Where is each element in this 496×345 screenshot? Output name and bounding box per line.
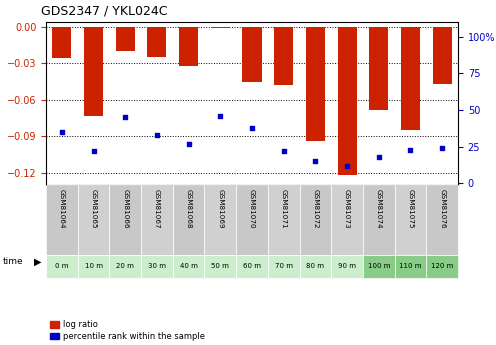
Bar bbox=[46, 185, 78, 255]
Bar bbox=[300, 185, 331, 255]
Bar bbox=[401, 27, 420, 130]
Bar bbox=[268, 185, 300, 255]
Bar bbox=[395, 255, 426, 278]
Text: GSM81069: GSM81069 bbox=[217, 188, 223, 228]
Bar bbox=[204, 255, 236, 278]
Text: GSM81076: GSM81076 bbox=[439, 188, 445, 228]
Bar bbox=[331, 185, 363, 255]
Text: 110 m: 110 m bbox=[399, 264, 422, 269]
Text: GSM81072: GSM81072 bbox=[312, 188, 318, 228]
Point bbox=[248, 125, 256, 130]
Bar bbox=[46, 255, 78, 278]
Point bbox=[438, 145, 446, 151]
Point bbox=[311, 158, 319, 164]
Bar bbox=[331, 255, 363, 278]
Text: GSM81067: GSM81067 bbox=[154, 188, 160, 228]
Text: GSM81066: GSM81066 bbox=[122, 188, 128, 228]
Text: GSM81073: GSM81073 bbox=[344, 188, 350, 228]
Point bbox=[58, 129, 66, 135]
Point bbox=[280, 148, 288, 154]
Text: GSM81064: GSM81064 bbox=[59, 188, 65, 228]
Text: GSM81075: GSM81075 bbox=[407, 188, 414, 228]
Point bbox=[216, 113, 224, 119]
Text: 70 m: 70 m bbox=[275, 264, 293, 269]
Bar bbox=[243, 27, 261, 82]
Text: ▶: ▶ bbox=[34, 256, 41, 266]
Bar bbox=[179, 27, 198, 66]
Bar bbox=[84, 27, 103, 116]
Bar bbox=[426, 255, 458, 278]
Bar bbox=[369, 27, 388, 110]
Bar bbox=[433, 27, 452, 84]
Bar bbox=[141, 255, 173, 278]
Bar bbox=[268, 255, 300, 278]
Bar bbox=[147, 27, 167, 57]
Text: GDS2347 / YKL024C: GDS2347 / YKL024C bbox=[41, 4, 168, 17]
Bar bbox=[363, 185, 395, 255]
Point bbox=[343, 163, 351, 168]
Bar bbox=[236, 185, 268, 255]
Bar bbox=[300, 255, 331, 278]
Text: GSM81065: GSM81065 bbox=[91, 188, 97, 228]
Point bbox=[185, 141, 192, 146]
Text: 10 m: 10 m bbox=[84, 264, 103, 269]
Bar bbox=[306, 27, 325, 141]
Bar bbox=[204, 185, 236, 255]
Text: time: time bbox=[2, 257, 23, 266]
Text: 60 m: 60 m bbox=[243, 264, 261, 269]
Point bbox=[121, 115, 129, 120]
Text: 30 m: 30 m bbox=[148, 264, 166, 269]
Point bbox=[375, 154, 383, 160]
Bar bbox=[173, 185, 204, 255]
Point bbox=[90, 148, 98, 154]
Bar bbox=[116, 27, 135, 51]
Text: 100 m: 100 m bbox=[368, 264, 390, 269]
Text: 0 m: 0 m bbox=[55, 264, 68, 269]
Bar bbox=[78, 185, 110, 255]
Bar bbox=[426, 185, 458, 255]
Point bbox=[407, 147, 415, 152]
Bar bbox=[173, 255, 204, 278]
Bar bbox=[53, 27, 71, 59]
Bar bbox=[141, 185, 173, 255]
Bar bbox=[363, 255, 395, 278]
Text: GSM81071: GSM81071 bbox=[281, 188, 287, 228]
Bar bbox=[338, 27, 357, 175]
Text: GSM81070: GSM81070 bbox=[249, 188, 255, 228]
Text: 20 m: 20 m bbox=[116, 264, 134, 269]
Bar bbox=[110, 185, 141, 255]
Text: GSM81068: GSM81068 bbox=[186, 188, 191, 228]
Text: 120 m: 120 m bbox=[431, 264, 453, 269]
Text: GSM81074: GSM81074 bbox=[376, 188, 382, 228]
Bar bbox=[110, 255, 141, 278]
Point bbox=[153, 132, 161, 138]
Bar bbox=[236, 255, 268, 278]
Bar bbox=[395, 185, 426, 255]
Text: 80 m: 80 m bbox=[307, 264, 324, 269]
Legend: log ratio, percentile rank within the sample: log ratio, percentile rank within the sa… bbox=[50, 321, 205, 341]
Bar bbox=[78, 255, 110, 278]
Bar bbox=[274, 27, 293, 85]
Text: 90 m: 90 m bbox=[338, 264, 356, 269]
Text: 50 m: 50 m bbox=[211, 264, 229, 269]
Bar bbox=[211, 27, 230, 28]
Text: 40 m: 40 m bbox=[180, 264, 197, 269]
